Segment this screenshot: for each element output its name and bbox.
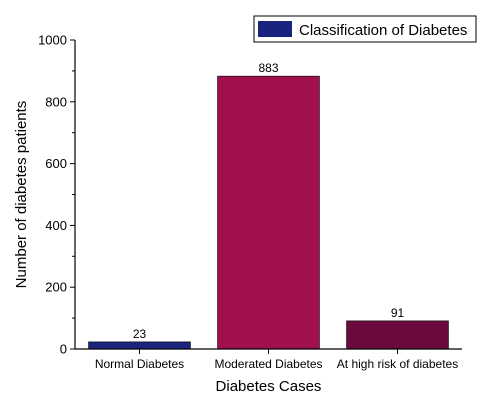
bars [88, 75, 449, 350]
bar [88, 341, 191, 350]
x-tick-label: Normal Diabetes [95, 357, 184, 371]
y-tick-label: 0 [60, 342, 67, 357]
y-tick-label: 600 [45, 156, 67, 171]
x-axis-title: Diabetes Cases [216, 378, 322, 395]
y-axis-title: Number of diabetes patients [13, 101, 30, 289]
bar-data-label: 883 [258, 61, 278, 75]
x-tick-label: At high risk of diabetes [337, 357, 458, 371]
x-axis-ticks: Normal Diabetes Moderated Diabetes At high… [95, 349, 458, 371]
data-labels: 23 883 91 [133, 61, 405, 341]
y-axis-ticks: 0 200 400 600 800 1000 [38, 33, 75, 357]
bar-data-label: 91 [391, 306, 405, 320]
y-tick-label: 800 [45, 94, 67, 109]
legend-label: Classification of Diabetes [299, 22, 467, 39]
legend-swatch [258, 21, 292, 37]
y-tick-label: 1000 [38, 33, 67, 48]
y-tick-label: 400 [45, 218, 67, 233]
bar-data-label: 23 [133, 327, 147, 341]
bar [346, 320, 449, 350]
bar [217, 75, 320, 350]
x-tick-label: Moderated Diabetes [214, 357, 322, 371]
legend: Classification of Diabetes [253, 15, 477, 43]
y-tick-label: 200 [45, 280, 67, 295]
